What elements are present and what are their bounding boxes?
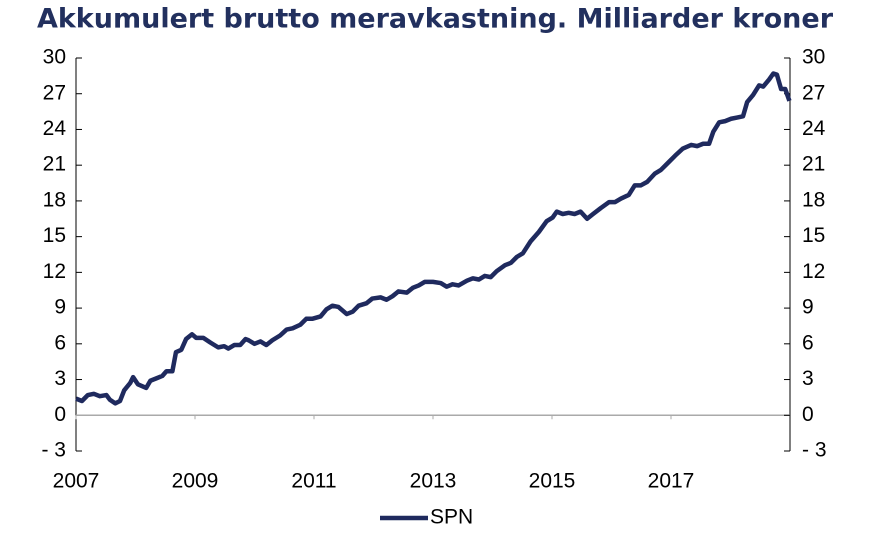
- y2-tick-label: - 3: [802, 439, 827, 462]
- y-tick-label: 0: [54, 403, 66, 426]
- x-tick-label: 2015: [529, 470, 576, 493]
- data-line: [75, 71, 792, 406]
- y-tick-label: 27: [43, 81, 66, 104]
- y2-tick-label: 6: [802, 331, 814, 354]
- y2-tick-label: 24: [802, 117, 826, 140]
- y2-tick-label: 15: [802, 224, 825, 247]
- y2-tick-label: 3: [802, 367, 814, 390]
- y-tick-label: 30: [43, 46, 66, 69]
- legend-label: SPN: [430, 506, 473, 529]
- y2-tick-label: 9: [802, 296, 814, 319]
- y-tick-label: 3: [54, 367, 66, 390]
- y2-tick-label: 30: [802, 46, 825, 69]
- y-tick-label: 6: [54, 331, 66, 354]
- y-tick-label: 15: [43, 224, 66, 247]
- y-tick-label: 18: [43, 188, 66, 211]
- y-tick-label: - 3: [41, 439, 66, 462]
- y2-tick-label: 27: [802, 81, 825, 104]
- x-tick-label: 2013: [410, 470, 457, 493]
- y-tick-label: 12: [43, 260, 66, 283]
- chart-title: Akkumulert brutto meravkastning. Milliar…: [37, 4, 834, 35]
- x-tick-label: 2011: [291, 470, 336, 493]
- y-tick-label: 21: [43, 153, 66, 176]
- y-tick-label: 24: [43, 117, 67, 140]
- x-tick-label: 2009: [172, 470, 219, 493]
- y2-tick-label: 18: [802, 188, 825, 211]
- y2-tick-label: 21: [802, 153, 825, 176]
- x-tick-label: 2007: [53, 470, 100, 493]
- x-tick-label: 2017: [648, 470, 695, 493]
- y2-tick-label: 12: [802, 260, 825, 283]
- y2-tick-label: 0: [802, 403, 814, 426]
- y-tick-label: 9: [54, 296, 66, 319]
